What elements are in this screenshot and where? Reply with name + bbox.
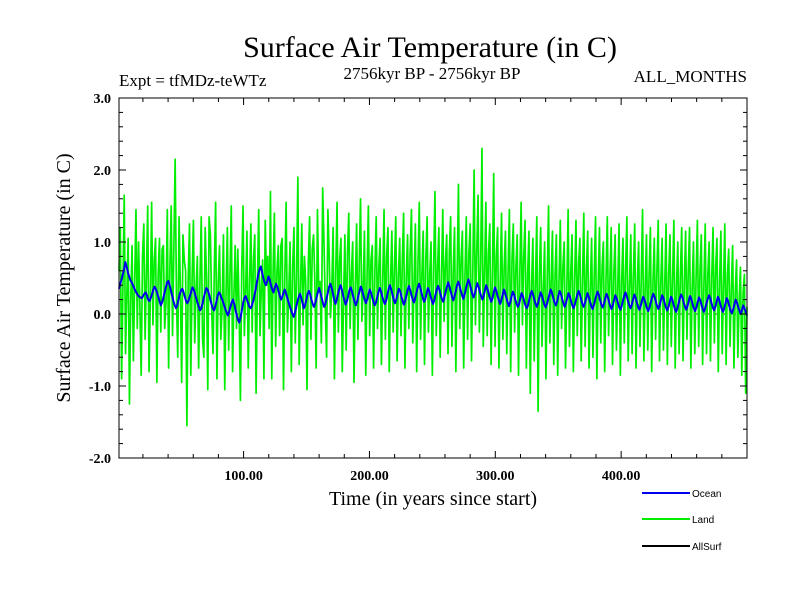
series-line-ocean [118,261,748,324]
series-line-land [118,147,748,427]
y-tick-label: -1.0 [89,380,111,395]
x-tick-label: 400.00 [602,469,641,484]
y-tick-label: 3.0 [94,92,112,107]
legend-label-allsurf: AllSurf [692,542,722,553]
month-label: ALL_MONTHS [634,67,747,86]
chart-subtitle: 2756kyr BP - 2756kyr BP [344,64,521,83]
x-tick-label: 300.00 [476,469,515,484]
y-tick-label: 1.0 [94,236,112,251]
experiment-label: Expt = tfMDz-teWTz [119,71,267,90]
y-tick-label: 2.0 [94,164,112,179]
y-axis-label: Surface Air Temperature (in C) [53,153,75,402]
x-tick-label: 200.00 [350,469,389,484]
legend: Ocean Land AllSurf [642,489,722,553]
x-axis-label: Time (in years since start) [329,488,537,510]
plot-frame [118,97,748,459]
legend-label-land: Land [692,515,714,526]
plot-layer [118,147,748,427]
legend-label-ocean: Ocean [692,489,721,500]
y-tick-label: 0.0 [94,308,112,323]
chart-title: Surface Air Temperature (in C) [243,31,617,64]
x-tick-label: 100.00 [224,469,263,484]
axis-layer: 100.00 200.00 300.00 400.00 -2.0 -1.0 0.0 1.0 2.… [89,92,747,484]
y-tick-label: -2.0 [89,452,111,467]
